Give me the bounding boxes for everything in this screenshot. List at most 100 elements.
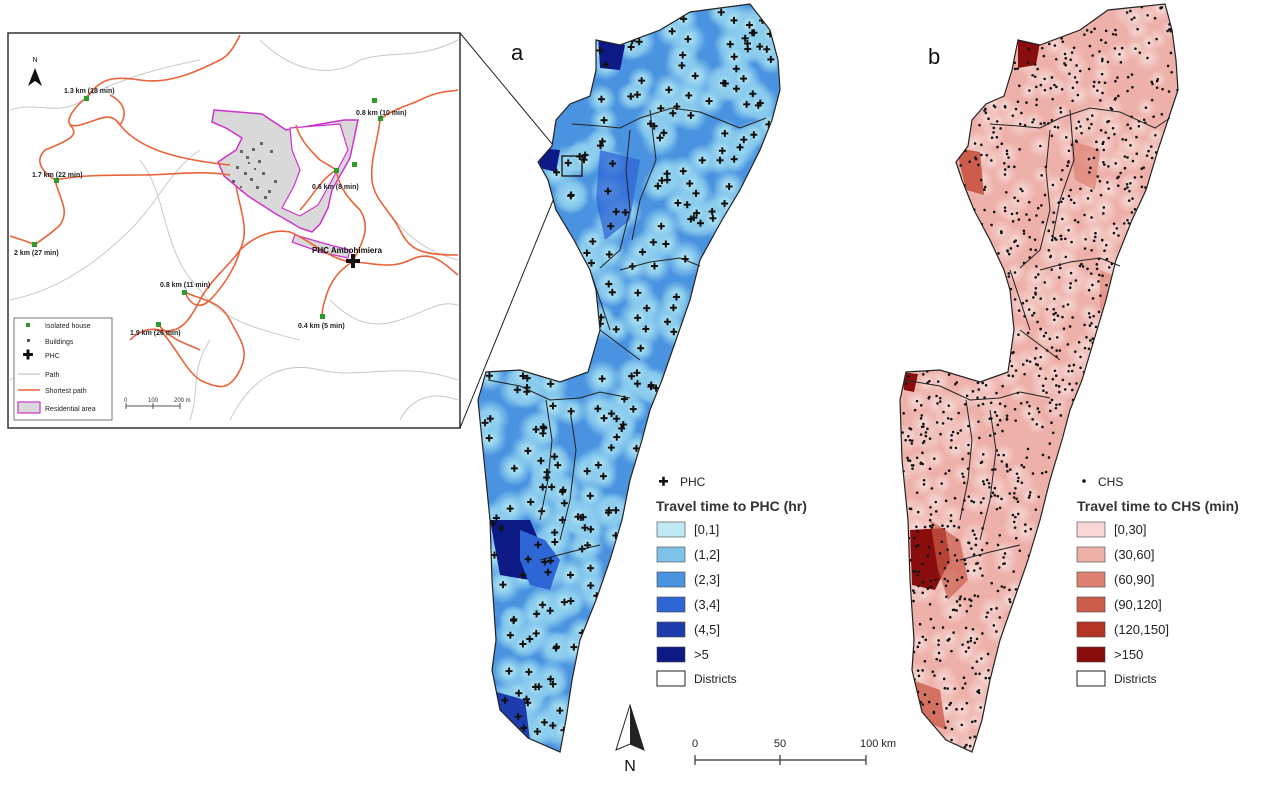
chs-marker: [969, 599, 973, 602]
chs-marker: [946, 687, 949, 690]
chs-marker: [1044, 331, 1048, 335]
phc-marker: [657, 104, 665, 112]
phc-marker: [602, 61, 610, 69]
chs-marker: [1116, 184, 1120, 187]
phc-marker: [730, 53, 738, 61]
chs-marker: [1092, 239, 1096, 243]
chs-marker: [1032, 118, 1036, 121]
chs-marker: [1087, 157, 1091, 161]
chs-marker: [1053, 369, 1057, 373]
chs-marker: [1142, 166, 1146, 169]
chs-marker: [973, 156, 977, 159]
chs-marker: [913, 408, 917, 412]
chs-marker: [1041, 425, 1044, 429]
chs-marker: [999, 127, 1002, 130]
chs-marker: [1133, 176, 1137, 179]
chs-marker: [1147, 41, 1151, 45]
chs-marker: [1052, 312, 1055, 316]
chs-marker: [934, 510, 938, 513]
chs-marker: [958, 597, 962, 601]
chs-marker: [1021, 363, 1025, 366]
chs-marker: [946, 720, 950, 723]
chs-marker: [966, 640, 970, 644]
chs-marker: [1043, 121, 1046, 125]
chs-marker: [995, 507, 999, 511]
isolated-house: [352, 162, 357, 167]
chs-marker: [1006, 469, 1009, 473]
phc-marker: [649, 238, 657, 246]
chs-marker: [1069, 58, 1072, 62]
chs-marker: [1002, 556, 1005, 559]
chs-marker: [1024, 529, 1027, 533]
chs-marker: [1035, 265, 1038, 268]
phc-marker: [718, 147, 726, 155]
chs-marker: [1070, 388, 1074, 392]
chs-marker: [926, 587, 930, 590]
chs-marker: [1050, 421, 1053, 425]
chs-marker: [1055, 384, 1058, 387]
chs-marker: [974, 543, 978, 547]
chs-marker: [946, 417, 950, 420]
chs-marker: [919, 433, 923, 436]
phc-marker: [587, 525, 595, 533]
chs-marker: [1036, 206, 1040, 210]
chs-marker: [1131, 197, 1134, 200]
chs-marker: [1039, 297, 1043, 300]
chs-marker: [1037, 495, 1041, 499]
chs-marker: [951, 608, 955, 612]
chs-marker: [1074, 279, 1078, 282]
chs-marker: [973, 735, 976, 739]
map-a-districts: [487, 107, 767, 561]
chs-marker: [940, 482, 943, 485]
chs-marker: [967, 443, 970, 447]
chs-marker: [944, 595, 948, 598]
chs-marker: [963, 481, 966, 485]
chs-marker: [1080, 262, 1083, 266]
chs-marker: [1000, 142, 1004, 146]
chs-marker: [986, 611, 989, 614]
chs-marker: [1028, 360, 1032, 363]
chs-marker: [1155, 86, 1159, 89]
phc-marker: [681, 255, 689, 263]
phc-marker: [717, 8, 725, 16]
chs-marker: [1054, 311, 1057, 315]
chs-marker: [988, 486, 991, 489]
chs-marker: [1073, 218, 1077, 222]
chs-marker: [904, 382, 908, 385]
phc-marker: [691, 72, 699, 80]
chs-marker: [1000, 497, 1003, 501]
phc-marker: [652, 384, 660, 392]
chs-marker: [927, 700, 931, 704]
phc-marker: [586, 492, 594, 500]
chs-marker: [988, 417, 992, 421]
chs-marker: [938, 400, 942, 403]
chs-marker: [1102, 148, 1106, 152]
chs-marker: [1015, 497, 1018, 501]
chs-marker: [952, 631, 955, 634]
chs-marker: [914, 570, 917, 573]
chs-marker: [1003, 209, 1007, 213]
phc-marker: [763, 45, 771, 53]
phc-marker: [687, 112, 695, 120]
chs-marker: [1003, 173, 1007, 176]
phc-marker: [650, 122, 658, 130]
chs-marker: [906, 456, 909, 460]
chs-marker: [1091, 54, 1094, 57]
chs-marker: [1107, 187, 1110, 190]
chs-marker: [935, 702, 939, 706]
chs-marker: [1054, 238, 1058, 241]
chs-marker: [985, 478, 989, 482]
chs-marker: [938, 396, 942, 400]
chs-marker: [1071, 316, 1074, 319]
chs-marker: [1154, 133, 1157, 137]
phc-marker: [678, 62, 686, 70]
chs-marker: [1016, 199, 1020, 203]
chs-marker: [995, 414, 999, 417]
chs-marker: [1008, 588, 1011, 592]
chs-marker: [1074, 350, 1077, 353]
phc-marker: [629, 405, 637, 413]
chs-marker: [1092, 156, 1096, 160]
chs-marker: [912, 599, 915, 603]
chs-marker: [1048, 401, 1052, 404]
chs-marker: [1083, 346, 1087, 350]
